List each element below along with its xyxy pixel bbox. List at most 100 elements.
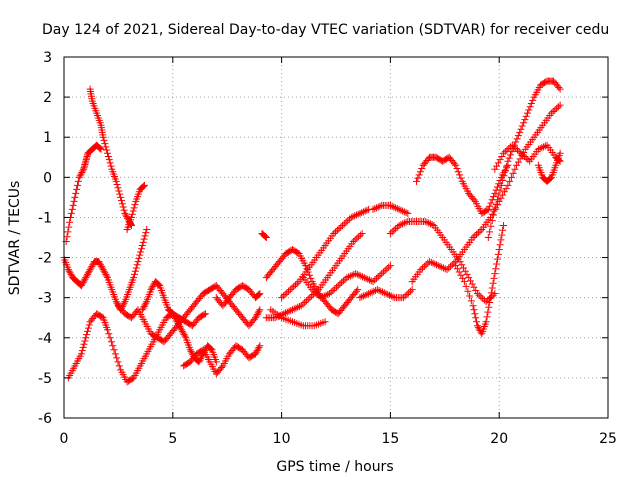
data-point <box>495 197 503 205</box>
data-point <box>252 312 260 320</box>
data-point <box>383 265 391 273</box>
chart-grid <box>64 57 608 418</box>
data-point <box>414 174 422 182</box>
y-tick-label: 3 <box>43 50 52 66</box>
data-point <box>413 177 421 185</box>
data-point <box>287 307 295 315</box>
data-point <box>148 284 156 292</box>
data-point <box>100 267 108 275</box>
data-point <box>402 218 410 226</box>
data-series <box>267 306 329 330</box>
data-point <box>96 259 104 267</box>
data-point <box>392 204 400 212</box>
data-point <box>434 262 442 270</box>
data-point <box>367 277 375 285</box>
data-point <box>488 284 496 292</box>
data-point <box>301 298 309 306</box>
data-point <box>465 274 473 282</box>
data-point <box>472 314 480 322</box>
data-point <box>360 274 368 282</box>
data-point <box>332 283 340 291</box>
data-point <box>376 271 384 279</box>
data-point <box>196 356 204 364</box>
data-point <box>470 196 478 204</box>
data-point <box>137 248 145 256</box>
data-point <box>364 275 372 283</box>
data-point <box>366 289 374 297</box>
data-point <box>510 143 518 151</box>
data-point <box>256 290 264 298</box>
data-point <box>73 185 81 193</box>
data-point <box>135 254 143 262</box>
data-point <box>386 262 394 270</box>
data-point <box>351 236 359 244</box>
data-point <box>513 135 521 143</box>
x-tick-label: 20 <box>490 431 508 447</box>
data-point <box>356 231 364 239</box>
data-point <box>82 274 90 282</box>
data-point <box>251 350 259 358</box>
data-point <box>507 151 515 159</box>
data-point <box>254 291 262 299</box>
data-point <box>520 119 528 127</box>
data-point <box>493 255 501 263</box>
y-tick-label: 0 <box>43 170 52 186</box>
data-point <box>494 159 502 167</box>
data-point <box>321 318 329 326</box>
data-point <box>154 280 162 288</box>
data-point <box>77 170 85 178</box>
data-point <box>493 162 501 170</box>
data-point <box>170 311 178 319</box>
data-point <box>375 286 383 294</box>
data-point <box>382 290 390 298</box>
data-point <box>496 241 504 249</box>
data-series <box>491 141 564 173</box>
data-point <box>549 108 557 116</box>
data-point <box>358 209 366 217</box>
data-point <box>179 329 187 337</box>
data-point <box>252 348 260 356</box>
data-point <box>117 197 125 205</box>
data-point <box>334 282 342 290</box>
data-point <box>458 261 466 269</box>
data-point <box>491 270 499 278</box>
data-point <box>345 273 353 281</box>
data-point <box>512 144 520 152</box>
data-point <box>461 267 469 275</box>
data-series <box>262 229 366 322</box>
data-point <box>256 306 264 314</box>
data-point <box>378 270 386 278</box>
data-point <box>66 218 74 226</box>
data-point <box>138 242 146 250</box>
y-axis-label: SDTVAR / TECUs <box>7 181 23 296</box>
data-point <box>286 286 294 294</box>
data-point <box>349 213 357 221</box>
data-point <box>70 197 78 205</box>
data-point <box>454 168 462 176</box>
data-point <box>426 220 434 228</box>
data-point <box>147 286 155 294</box>
data-point <box>120 206 128 214</box>
data-point <box>84 270 92 278</box>
data-point <box>218 363 226 371</box>
data-point <box>492 265 500 273</box>
data-point <box>460 264 468 272</box>
data-point <box>123 213 131 221</box>
data-point <box>339 277 347 285</box>
data-point <box>292 304 300 312</box>
data-point <box>352 270 360 278</box>
data-point <box>419 264 427 272</box>
data-point <box>427 258 435 266</box>
data-point <box>499 177 507 185</box>
data-point <box>187 347 195 355</box>
data-point <box>143 225 151 233</box>
data-point <box>293 279 301 287</box>
data-point <box>339 221 347 229</box>
data-point <box>400 219 408 227</box>
data-point <box>493 260 501 268</box>
data-point <box>195 358 203 366</box>
data-point <box>426 258 434 266</box>
data-point <box>137 245 145 253</box>
data-point <box>65 267 73 275</box>
data-point <box>139 304 147 312</box>
